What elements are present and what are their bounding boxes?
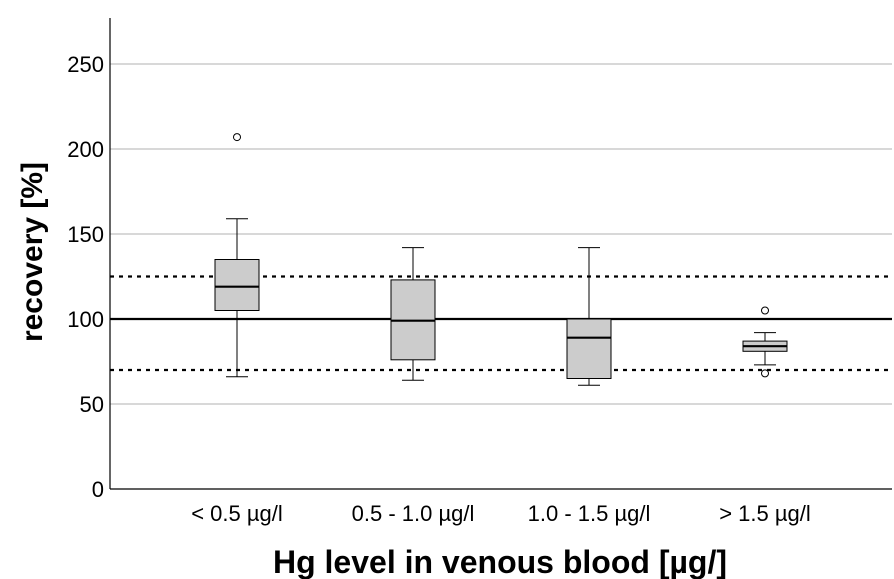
x-axis-title: Hg level in venous blood [µg/]: [273, 544, 727, 579]
x-tick-label: 1.0 - 1.5 µg/l: [528, 501, 651, 526]
outlier-point: [233, 133, 241, 142]
iqr-box: [566, 318, 612, 379]
y-tick-label: 150: [67, 222, 104, 247]
y-tick-label: 200: [67, 137, 104, 162]
box-group: [214, 133, 260, 378]
grid-lines: [110, 63, 892, 405]
y-tick-labels: 0 50 100 150 200 250: [67, 52, 104, 502]
x-tick-label: < 0.5 µg/l: [191, 501, 283, 526]
x-tick-labels: < 0.5 µg/l 0.5 - 1.0 µg/l 1.0 - 1.5 µg/l > …: [191, 501, 811, 526]
box-group: [742, 306, 788, 378]
y-axis-title: recovery [%]: [16, 162, 49, 342]
y-tick-label: 50: [80, 392, 104, 417]
reference-lines: [110, 275, 892, 372]
boxes: [214, 133, 788, 386]
outlier-point: [761, 369, 769, 378]
y-tick-label: 100: [67, 307, 104, 332]
x-tick-label: 0.5 - 1.0 µg/l: [352, 501, 475, 526]
y-tick-label: 250: [67, 52, 104, 77]
y-tick-label: 0: [92, 477, 104, 502]
iqr-box: [214, 259, 260, 311]
x-tick-label: > 1.5 µg/l: [719, 501, 811, 526]
outlier-point: [761, 306, 769, 315]
box-group: [390, 247, 436, 381]
box-group: [566, 247, 612, 386]
